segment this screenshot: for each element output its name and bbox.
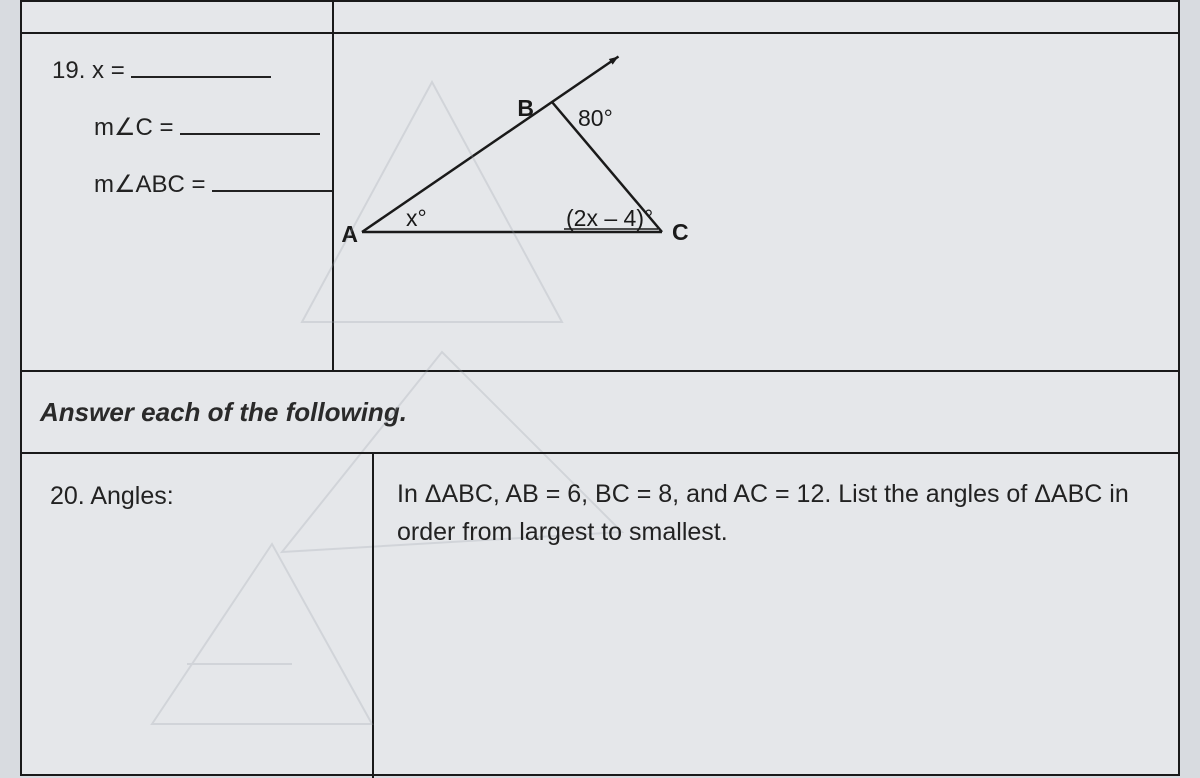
q19-x-blank[interactable]	[131, 58, 271, 78]
ghost-triangle-3	[112, 514, 412, 764]
worksheet-sheet: 19. x = m∠C = m∠ABC = ABC80°x°(2x – 4)° …	[20, 0, 1180, 776]
q19-mABC-label: m∠ABC =	[94, 170, 206, 199]
problem-20-row: 20. Angles: In ΔABC, AB = 6, BC = 8, and…	[22, 452, 1178, 778]
ghost-triangle-1	[282, 42, 602, 362]
problem-19-row: 19. x = m∠C = m∠ABC = ABC80°x°(2x – 4)°	[22, 2, 1178, 372]
q20-label: 20. Angles:	[50, 482, 174, 511]
q19-x-label: x =	[92, 57, 125, 85]
svg-text:C: C	[672, 219, 689, 245]
q20-text: In ΔABC, AB = 6, BC = 8, and AC = 12. Li…	[397, 476, 1157, 551]
q19-mC-label: m∠C =	[94, 113, 174, 142]
q19-number: 19.	[52, 57, 85, 85]
